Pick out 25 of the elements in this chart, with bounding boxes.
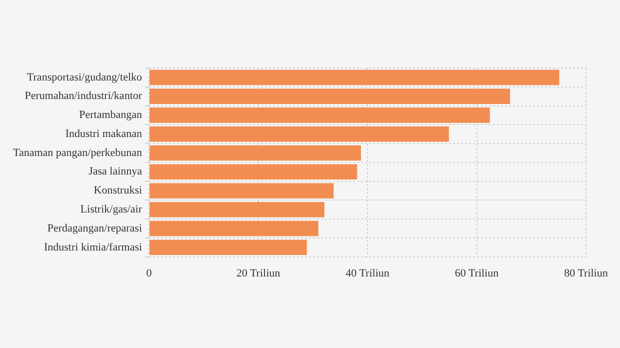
y-tick-label: Listrik/gas/air	[80, 203, 142, 216]
y-tick-label: Konstruksi	[94, 184, 142, 197]
y-tick-label: Pertambangan	[79, 109, 143, 122]
bar	[150, 70, 560, 86]
bar	[150, 164, 358, 180]
bar	[150, 202, 324, 218]
bar	[150, 183, 334, 198]
x-tick-label: 60 Triliun	[454, 267, 500, 280]
y-tick-label: Perdagangan/reparasi	[47, 222, 142, 234]
bar	[150, 126, 449, 142]
y-tick-label: Transportasi/gudang/telko	[26, 71, 143, 84]
bar	[150, 88, 510, 104]
bar	[150, 145, 361, 161]
y-tick-label: Perumahan/industri/kantor	[24, 90, 142, 102]
bar	[150, 240, 307, 256]
y-tick-label: Jasa lainnya	[88, 166, 142, 178]
y-tick-label: Industri kimia/farmasi	[44, 241, 142, 254]
x-tick-label: 0	[146, 267, 152, 280]
y-tick-label: Industri makanan	[65, 128, 143, 140]
y-tick-label: Tanaman pangan/perkebunan	[12, 146, 143, 159]
x-tick-label: 80 Triliun	[564, 267, 608, 280]
x-tick-label: 40 Triliun	[346, 267, 390, 280]
bar	[150, 108, 490, 123]
bar	[150, 220, 318, 236]
x-tick-label: 20 Triliun	[236, 267, 281, 280]
